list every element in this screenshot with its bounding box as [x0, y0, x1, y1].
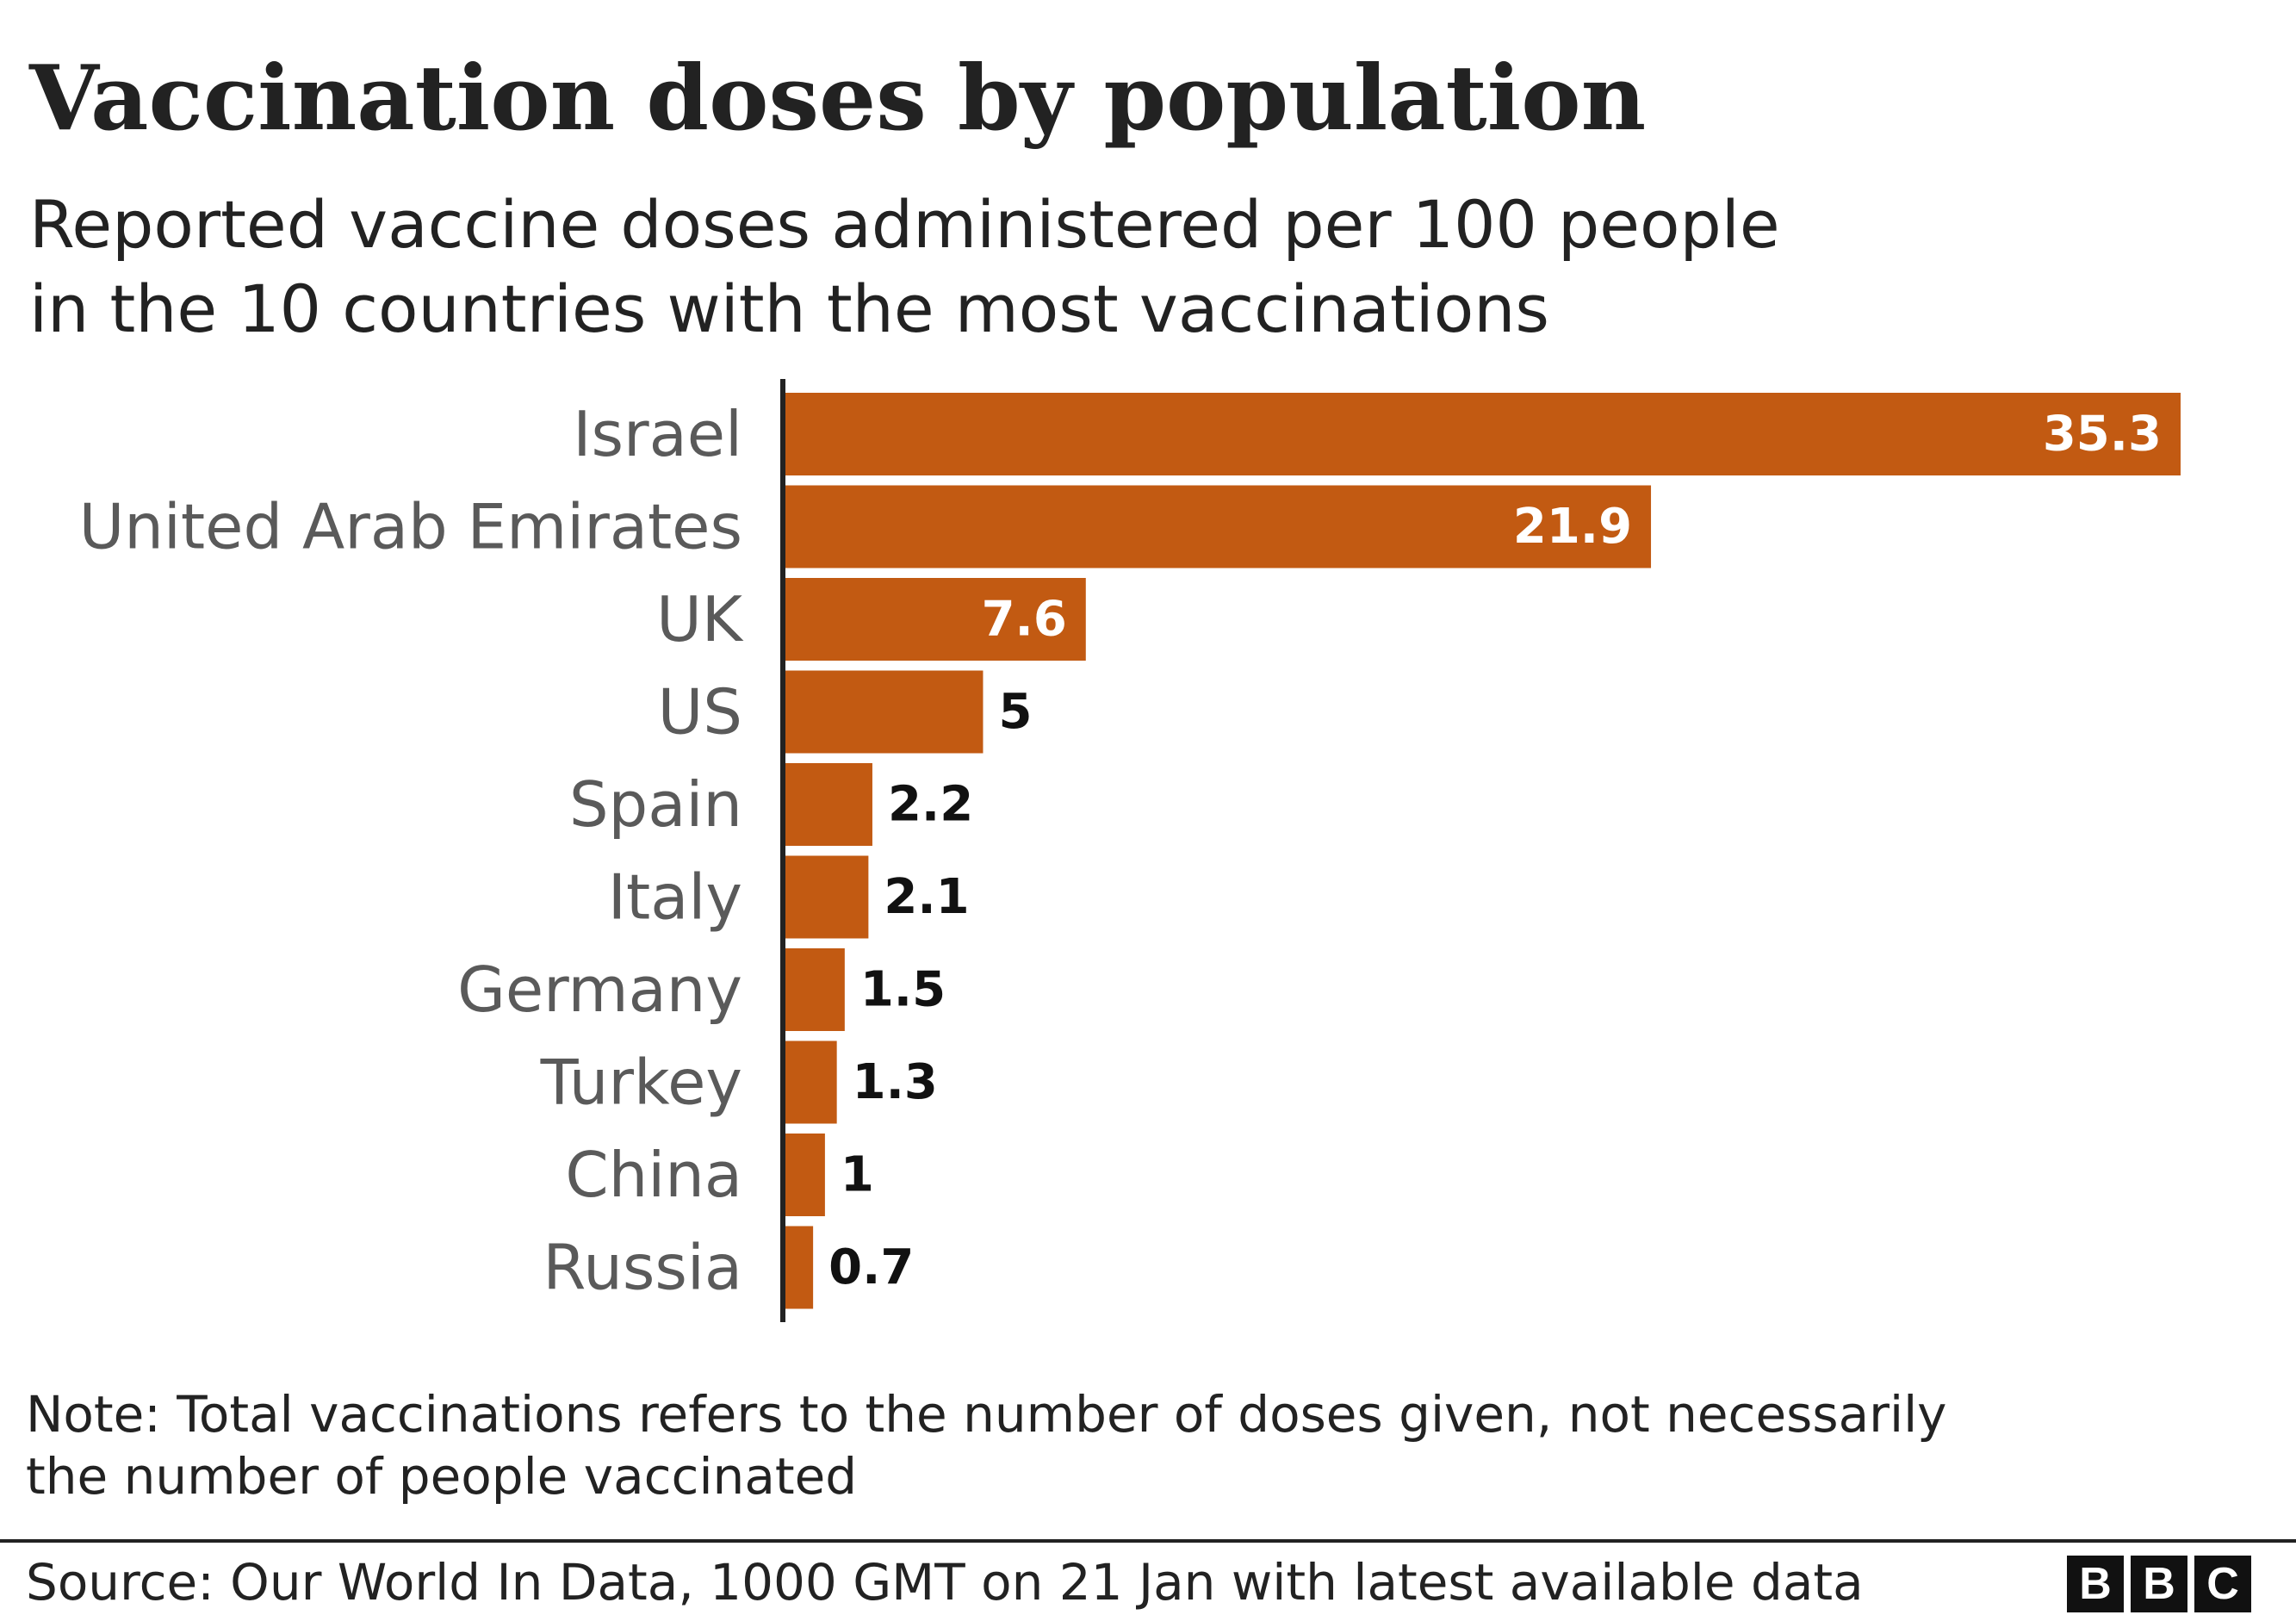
category-label: UK [656, 583, 744, 655]
category-label: Germany [457, 953, 742, 1026]
bbc-logo-letter-2: B [2131, 1556, 2187, 1612]
bars-layer: Israel 35.3 United Arab Emirates 21.9 UK 7.6 U… [79, 393, 2181, 1309]
source-text: Source: Our World In Data, 1000 GMT on 2… [26, 1553, 1864, 1612]
bar-chart: Israel 35.3 United Arab Emirates 21.9 UK 7.6 U… [79, 379, 2181, 1322]
value-label: 1.3 [853, 1054, 938, 1110]
bar-china [785, 1134, 825, 1216]
bar-uk [785, 578, 1086, 661]
note-line-2: the number of people vaccinated [26, 1447, 858, 1506]
value-label: 1 [841, 1147, 874, 1203]
bbc-logo-letter-3: C [2194, 1556, 2251, 1612]
bar-turkey [785, 1040, 837, 1124]
category-label: US [658, 676, 742, 748]
category-label: Spain [569, 768, 742, 841]
bar-germany [785, 948, 845, 1031]
value-label: 35.3 [2043, 407, 2162, 463]
subtitle-line-2: in the 10 countries with the most vaccin… [29, 270, 1549, 347]
category-label: Russia [543, 1232, 742, 1304]
bar-italy [785, 855, 869, 939]
bbc-logo-letter-1: B [2067, 1556, 2124, 1612]
category-label: Turkey [540, 1047, 742, 1119]
category-label: United Arab Emirates [79, 491, 742, 563]
chart-subtitle: Reported vaccine doses administered per … [29, 183, 2182, 351]
bar-israel [785, 393, 2181, 475]
chart-title: Vaccination doses by population [29, 45, 1647, 151]
bar-us [785, 670, 984, 754]
value-label: 1.5 [860, 962, 946, 1018]
bar-spain [785, 763, 872, 846]
bar-russia [785, 1226, 814, 1309]
value-label: 7.6 [982, 592, 1067, 648]
value-label: 2.2 [888, 777, 973, 833]
value-label: 2.1 [884, 869, 969, 925]
value-label: 5 [998, 684, 1032, 740]
note-line-1: Note: Total vaccinations refers to the n… [26, 1385, 1947, 1444]
bbc-logo: B B C [2067, 1556, 2251, 1612]
category-label: Israel [573, 398, 742, 470]
value-label: 21.9 [1513, 499, 1632, 555]
bar-united-arab-emirates [785, 485, 1652, 568]
footer-divider [0, 1539, 2296, 1543]
value-label: 0.7 [828, 1239, 914, 1295]
subtitle-line-1: Reported vaccine doses administered per … [29, 186, 1780, 263]
category-label: China [565, 1139, 742, 1211]
chart-note: Note: Total vaccinations refers to the n… [26, 1383, 1947, 1507]
category-label: Italy [608, 861, 742, 934]
